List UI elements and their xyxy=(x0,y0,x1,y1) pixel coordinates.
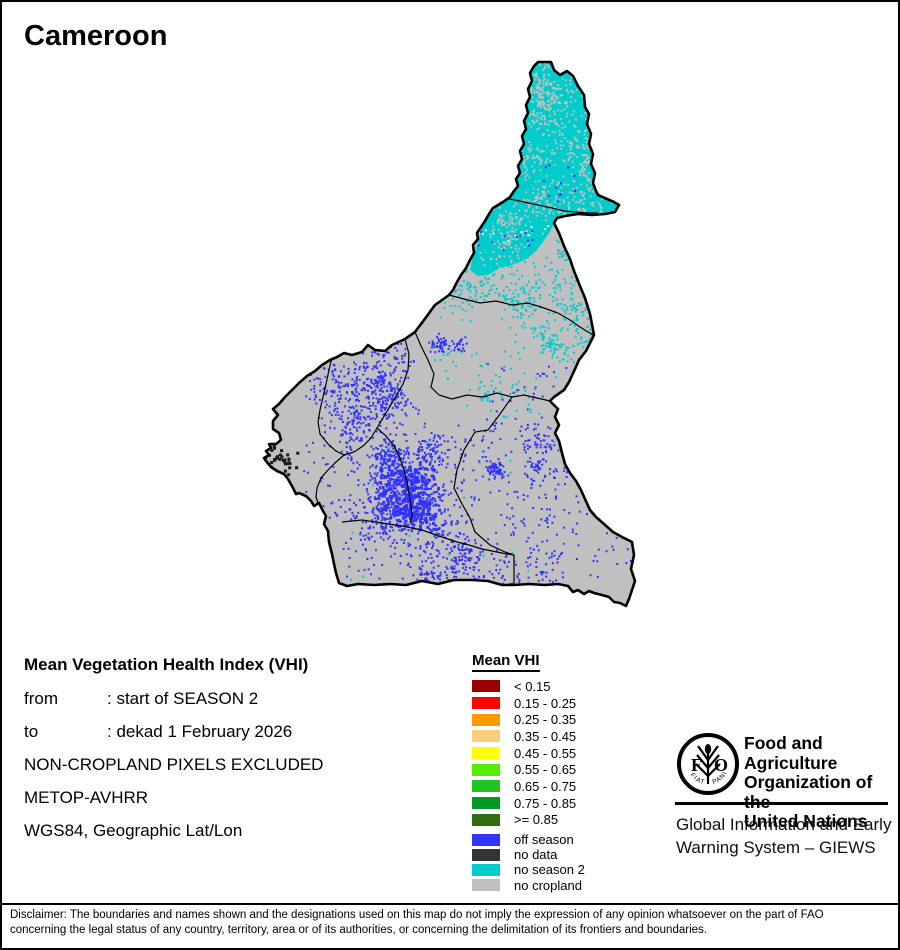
info-line-text: NON-CROPLAND PIXELS EXCLUDED xyxy=(24,755,324,774)
page-title: Cameroon xyxy=(24,20,168,52)
legend-row: 0.35 - 0.45 xyxy=(472,728,652,745)
info-line: METOP-AVHRR xyxy=(24,788,444,821)
fao-logo-letter-o: O xyxy=(714,755,728,775)
info-line-label: to xyxy=(24,722,39,741)
fao-divider xyxy=(675,802,888,805)
legend-row: >= 0.85 xyxy=(472,812,652,829)
legend-swatch xyxy=(472,713,500,726)
disclaimer-line1: Disclaimer: The boundaries and names sho… xyxy=(10,909,824,921)
legend-label: no season 2 xyxy=(514,862,585,878)
legend-row: 0.65 - 0.75 xyxy=(472,778,652,795)
legend-swatch xyxy=(472,833,500,846)
info-line-text: : dekad 1 February 2026 xyxy=(107,722,293,741)
info-lines: from : start of SEASON 2 to : dekad 1 Febru… xyxy=(24,689,444,854)
info-line-text: METOP-AVHRR xyxy=(24,788,149,807)
legend-label: 0.65 - 0.75 xyxy=(514,778,577,794)
legend-label: no data xyxy=(514,847,558,863)
fao-logo-letter-f: F xyxy=(691,755,702,775)
info-line: to : dekad 1 February 2026 xyxy=(24,722,444,755)
legend-row: 0.75 - 0.85 xyxy=(472,795,652,812)
info-line: WGS84, Geographic Lat/Lon xyxy=(24,821,444,854)
legend-label: 0.15 - 0.25 xyxy=(514,695,577,711)
legend-swatch xyxy=(472,863,500,876)
legend-swatch xyxy=(472,747,500,760)
legend-swatch xyxy=(472,730,500,743)
legend-swatch xyxy=(472,780,500,793)
info-title: Mean Vegetation Health Index (VHI) xyxy=(24,655,309,674)
legend-label: < 0.15 xyxy=(514,678,551,694)
vhi-legend: Mean VHI < 0.15 0.15 - 0.25 0.25 - 0.35 0.3… xyxy=(472,652,652,828)
legend-label: 0.35 - 0.45 xyxy=(514,728,577,744)
legend-row: no cropland xyxy=(472,878,672,893)
fao-logo-icon: F O FIAT · PANIS xyxy=(676,732,739,795)
legend-swatch xyxy=(472,813,500,826)
info-line-text: : start of SEASON 2 xyxy=(107,689,259,708)
legend-swatch xyxy=(472,763,500,776)
info-line: NON-CROPLAND PIXELS EXCLUDED xyxy=(24,755,444,788)
legend-label: 0.45 - 0.55 xyxy=(514,745,577,761)
legend-label: 0.55 - 0.65 xyxy=(514,762,577,778)
legend-swatch xyxy=(472,680,500,693)
giews-name: Global Information and Early Warning Sys… xyxy=(676,815,892,857)
legend-extra: off season no data no season 2 no cropland xyxy=(472,832,672,893)
legend-row: < 0.15 xyxy=(472,678,652,695)
legend-swatch xyxy=(472,848,500,861)
legend-row: 0.55 - 0.65 xyxy=(472,761,652,778)
info-line-label: from xyxy=(24,689,58,708)
legend-classes: < 0.15 0.15 - 0.25 0.25 - 0.35 0.35 - 0.45 0… xyxy=(472,678,652,828)
info-block: Mean Vegetation Health Index (VHI) from:… xyxy=(24,655,444,854)
disclaimer: Disclaimer: The boundaries and names sho… xyxy=(10,908,894,937)
legend-label: off season xyxy=(514,832,574,848)
legend-row: no data xyxy=(472,847,672,862)
legend-title: Mean VHI xyxy=(472,652,540,672)
legend-swatch xyxy=(472,797,500,810)
legend-swatch xyxy=(472,879,500,892)
info-line-text: WGS84, Geographic Lat/Lon xyxy=(24,821,243,840)
fao-org-name: Food and Agriculture Organization of the… xyxy=(744,733,873,831)
legend-label: no cropland xyxy=(514,877,582,893)
legend-row: off season xyxy=(472,832,672,847)
footer-divider xyxy=(2,903,898,905)
legend-label: >= 0.85 xyxy=(514,812,559,828)
disclaimer-line2: concerning the legal status of any count… xyxy=(10,923,707,936)
legend-row: 0.25 - 0.35 xyxy=(472,711,652,728)
legend-swatch xyxy=(472,697,500,710)
legend-row: no season 2 xyxy=(472,862,672,877)
info-line: from : start of SEASON 2 xyxy=(24,689,444,722)
legend-label: 0.75 - 0.85 xyxy=(514,795,577,811)
legend-row: 0.45 - 0.55 xyxy=(472,745,652,762)
legend-row: 0.15 - 0.25 xyxy=(472,695,652,712)
legend-label: 0.25 - 0.35 xyxy=(514,712,577,728)
